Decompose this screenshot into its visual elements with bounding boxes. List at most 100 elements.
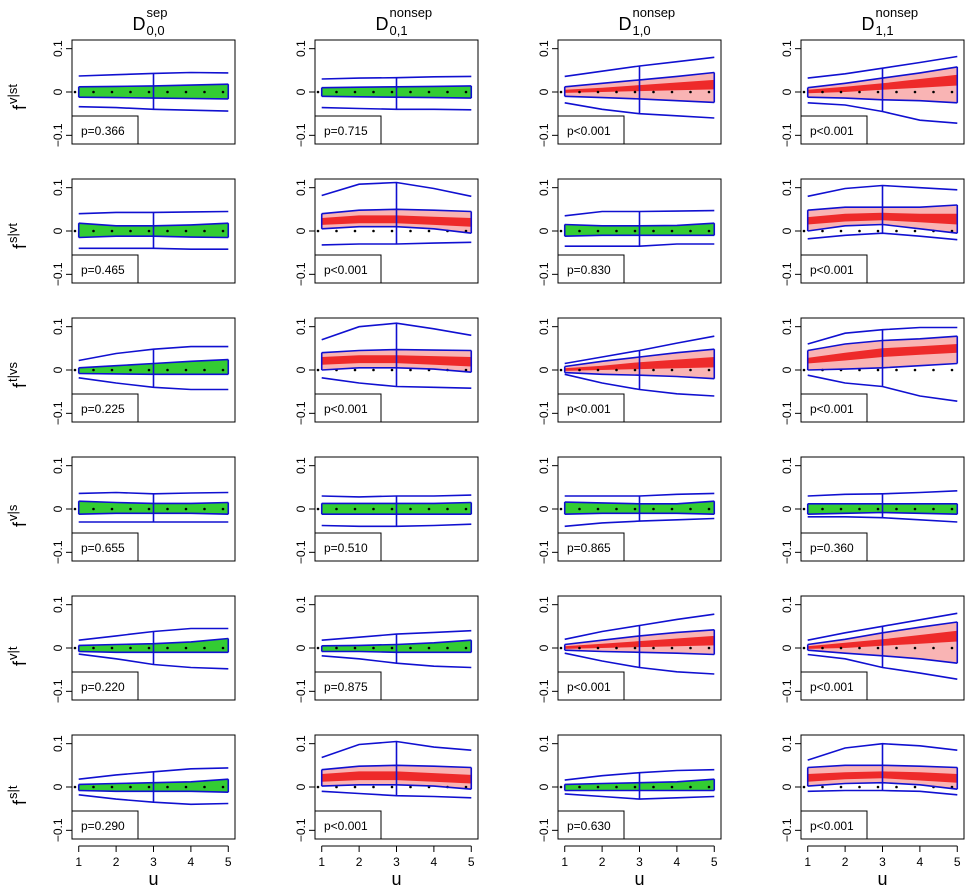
p-label: p<0.001 [810,124,854,138]
x-tick-label: 3 [636,855,643,869]
column-title: D [862,14,875,34]
row-label-sup: t|vs [5,362,20,382]
y-tick-label: −0.1 [780,401,794,425]
p-label-box [71,115,139,145]
panel: p<0.001 −0.1 0 0.1 [537,595,722,703]
p-label: p=0.465 [81,263,125,277]
p-label-box [314,671,382,701]
p-label-box [800,532,868,562]
p-label: p<0.001 [810,263,854,277]
row-label-base: f [10,382,30,388]
x-tick-label: 2 [113,855,120,869]
whisker-lower-line [321,790,472,799]
y-tick-label: −0.1 [537,123,551,147]
whisker-upper-line [78,491,229,495]
p-label-box [800,393,868,423]
y-tick-label: 0 [294,227,308,234]
panel: p<0.001 −0.1 0 0.1 [537,317,722,425]
y-tick-label: 0 [294,783,308,790]
panel: p=0.875 −0.1 0 0.1 [294,595,479,703]
y-tick-label: −0.1 [294,818,308,842]
y-tick-label: 0 [51,88,65,95]
y-tick-label: 0.1 [780,318,794,335]
whisker-lower-line [807,374,958,402]
p-label: p<0.001 [324,402,368,416]
p-label-box [71,671,139,701]
p-label: p=0.225 [81,402,125,416]
y-tick-label: 0.1 [51,596,65,613]
panel: p=0.715 −0.1 0 0.1 [294,39,479,147]
whisker-upper-line [78,767,229,780]
p-label-box [314,115,382,145]
x-tick-label: 4 [917,855,924,869]
panel: p=0.830 −0.1 0 0.1 [537,178,722,286]
p-label: p<0.001 [567,124,611,138]
y-tick-label: 0 [537,783,551,790]
row-label: fs|t [5,785,30,805]
panel: p<0.001 −0.1 0 0.1 [780,595,965,703]
row-label-sup: s|t [5,785,20,799]
whisker-lower-line [78,653,229,670]
column-title-sup: nonsep [390,5,433,20]
p-label-box [557,532,625,562]
whisker-lower-line [807,515,958,523]
y-tick-label: 0.1 [537,596,551,613]
x-tick-label: 4 [674,855,681,869]
y-tick-label: 0 [537,505,551,512]
column-title-sub: 0,1 [390,23,408,38]
panel: p<0.001 −0.1 0 0.1 [780,178,965,286]
x-tick-label: 5 [711,855,718,869]
y-tick-label: 0 [780,366,794,373]
p-label-box [557,393,625,423]
p-label: p<0.001 [324,819,368,833]
column-title-sup: nonsep [876,5,919,20]
y-tick-label: 0.1 [294,179,308,196]
y-tick-label: −0.1 [537,540,551,564]
y-tick-label: −0.1 [294,540,308,564]
panel: p=0.655 −0.1 0 0.1 [51,456,236,564]
whisker-lower-line [564,102,715,119]
y-tick-label: 0.1 [537,735,551,752]
x-tick-label: 2 [356,855,363,869]
y-tick-label: −0.1 [537,262,551,286]
x-tick-label: 5 [225,855,232,869]
p-label-box [557,810,625,840]
y-tick-label: −0.1 [51,540,65,564]
p-label-box [557,115,625,145]
p-label-box [314,532,382,562]
y-tick-label: 0 [294,644,308,651]
p-label: p<0.001 [567,680,611,694]
whisker-lower-line [78,794,229,806]
x-tick-label: 3 [879,855,886,869]
y-tick-label: 0.1 [780,735,794,752]
y-tick-label: −0.1 [294,401,308,425]
y-tick-label: 0.1 [51,457,65,474]
p-label: p=0.655 [81,541,125,555]
panel: p=0.865 −0.1 0 0.1 [537,456,722,564]
column-title-sup: nonsep [633,5,676,20]
p-label: p=0.220 [81,680,125,694]
row-label-base: f [10,104,30,110]
y-tick-label: 0.1 [537,40,551,57]
x-tick-label: 1 [561,855,568,869]
p-label: p<0.001 [810,819,854,833]
row-label-base: f [10,521,30,527]
panel: p=0.225 −0.1 0 0.1 [51,317,236,425]
column-title-sub: 1,0 [633,23,651,38]
p-label: p=0.630 [567,819,611,833]
p-label: p=0.875 [324,680,368,694]
y-tick-label: 0.1 [51,735,65,752]
y-tick-label: 0 [294,366,308,373]
row-label-base: f [10,799,30,805]
y-tick-label: −0.1 [537,818,551,842]
y-tick-label: −0.1 [780,818,794,842]
p-label: p<0.001 [324,263,368,277]
row-label: fv|t [5,646,30,666]
p-label-box [800,115,868,145]
y-tick-label: 0.1 [51,40,65,57]
y-tick-label: 0 [780,783,794,790]
panel: p=0.220 −0.1 0 0.1 [51,595,236,703]
column-title: D [376,14,389,34]
whisker-lower-line [564,243,715,247]
panel: p=0.290 −0.1 0 0.1 1 2 3 4 5 u [51,734,236,889]
